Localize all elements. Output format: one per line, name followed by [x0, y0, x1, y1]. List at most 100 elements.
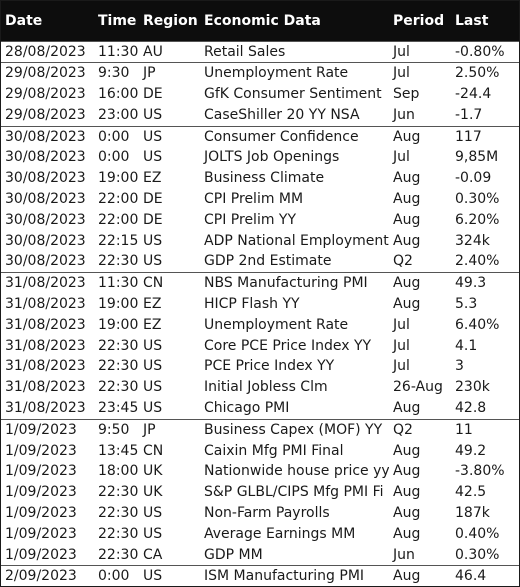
cell-date: 30/08/2023 — [5, 170, 86, 187]
cell-region: US — [143, 106, 163, 123]
header-last: Last — [455, 12, 489, 29]
cell-date: 30/08/2023 — [5, 232, 86, 249]
cell-period: Aug — [393, 400, 421, 417]
cell-period: Jul — [393, 149, 410, 166]
cell-economic-data: Caixin Mfg PMI Final — [204, 442, 344, 459]
cell-time: 19:00 — [98, 316, 139, 333]
cell-period: Aug — [393, 525, 421, 542]
cell-region: CN — [143, 442, 164, 459]
cell-date: 30/08/2023 — [5, 149, 86, 166]
cell-economic-data: NBS Manufacturing PMI — [200, 272, 389, 295]
cell-time: 22:30 — [98, 546, 139, 563]
cell-last: 0.30% — [455, 546, 500, 563]
cell-region: JP — [139, 418, 200, 441]
cell-last: 42.8 — [455, 400, 487, 417]
cell-time: 11:30 — [94, 40, 139, 63]
cell-period: Aug — [389, 565, 451, 587]
cell-last: 230k — [455, 379, 490, 396]
cell-time: 22:30 — [98, 253, 139, 270]
cell-time: 22:15 — [98, 232, 139, 249]
cell-region: US — [139, 565, 200, 587]
cell-economic-data: HICP Flash YY — [204, 296, 300, 313]
cell-economic-data: Non-Farm Payrolls — [204, 505, 330, 522]
cell-region: EZ — [143, 170, 162, 187]
table-row: 1/09/2023 22:30 US Average Earnings MM Aug 0.… — [1, 524, 519, 545]
cell-period: Aug — [393, 170, 421, 187]
cell-region: US — [143, 253, 163, 270]
cell-last: -0.09 — [455, 170, 492, 187]
cell-region: US — [143, 525, 163, 542]
table-row: 30/08/2023 22:30 US GDP 2nd Estimate Q2 2.40% — [1, 251, 519, 272]
cell-period: Aug — [393, 442, 421, 459]
cell-region: US — [143, 379, 163, 396]
cell-region: CN — [139, 272, 200, 295]
cell-economic-data: Consumer Confidence — [200, 125, 389, 148]
cell-date: 31/08/2023 — [5, 358, 86, 375]
cell-economic-data: Business Capex (MOF) YY — [200, 418, 389, 441]
cell-last: -0.80% — [451, 40, 519, 63]
cell-last: 6.40% — [455, 316, 500, 333]
table-row: 31/08/2023 22:30 US PCE Price Index YY Jul 3 — [1, 356, 519, 377]
cell-period: Aug — [393, 191, 421, 208]
cell-region: CA — [143, 546, 163, 563]
table-row: 31/08/2023 22:30 US Initial Jobless Clm 26-A… — [1, 377, 519, 398]
cell-last: 5.3 — [455, 296, 478, 313]
cell-last: 187k — [455, 505, 490, 522]
cell-region: UK — [143, 484, 163, 501]
cell-economic-data: GfK Consumer Sentiment — [204, 86, 382, 103]
cell-economic-data: CPI Prelim MM — [204, 191, 304, 208]
cell-period: Aug — [393, 296, 421, 313]
cell-period: 26-Aug — [393, 379, 443, 396]
header-economic-data: Economic Data — [204, 12, 321, 29]
cell-time: 19:00 — [98, 170, 139, 187]
cell-date: 30/08/2023 — [1, 125, 94, 148]
table-row: 31/08/2023 23:45 US Chicago PMI Aug 42.8 — [1, 398, 519, 419]
cell-last: -3.80% — [455, 463, 505, 480]
cell-date: 28/08/2023 — [1, 40, 94, 63]
cell-last: 6.20% — [455, 211, 500, 228]
cell-date: 1/09/2023 — [5, 442, 77, 459]
cell-period: Jul — [389, 40, 451, 63]
cell-region: DE — [143, 211, 163, 228]
cell-region: DE — [143, 191, 163, 208]
header-date: Date — [5, 12, 43, 29]
table-row: 30/08/2023 22:15 US ADP National Employment… — [1, 231, 519, 252]
cell-economic-data: ISM Manufacturing PMI — [200, 565, 389, 587]
cell-economic-data: GDP 2nd Estimate — [204, 253, 332, 270]
cell-last: 42.5 — [455, 484, 487, 501]
cell-time: 9:50 — [94, 418, 139, 441]
cell-date: 30/08/2023 — [5, 191, 86, 208]
table-row: 30/08/2023 0:00 US JOLTS Job Openings Jul 9,8… — [1, 147, 519, 168]
cell-date: 1/09/2023 — [1, 418, 94, 441]
cell-date: 30/08/2023 — [5, 211, 86, 228]
cell-time: 22:30 — [98, 484, 139, 501]
cell-time: 18:00 — [98, 463, 139, 480]
table-row: 2/09/2023 0:00 US ISM Manufacturing PMI Aug 4… — [1, 565, 519, 587]
cell-last: 324k — [455, 232, 490, 249]
table-row: 1/09/2023 13:45 CN Caixin Mfg PMI Final Aug 4… — [1, 441, 519, 462]
cell-region: EZ — [143, 296, 162, 313]
cell-date: 1/09/2023 — [5, 505, 77, 522]
header-time: Time — [98, 12, 137, 29]
cell-economic-data: Nationwide house price yy — [204, 463, 389, 480]
cell-date: 31/08/2023 — [5, 400, 86, 417]
table-row: 30/08/2023 22:00 DE CPI Prelim MM Aug 0.30% — [1, 189, 519, 210]
cell-period: Sep — [393, 86, 420, 103]
cell-economic-data: Unemployment Rate — [204, 316, 349, 333]
cell-last: 46.4 — [451, 565, 519, 587]
cell-last: 2.50% — [451, 62, 519, 85]
cell-time: 22:30 — [98, 525, 139, 542]
cell-economic-data: Unemployment Rate — [200, 62, 389, 85]
cell-economic-data: Retail Sales — [200, 40, 389, 63]
cell-last: 49.2 — [455, 442, 487, 459]
cell-date: 29/08/2023 — [5, 106, 86, 123]
cell-period: Aug — [393, 463, 421, 480]
cell-time: 22:30 — [98, 337, 139, 354]
table-row: 31/08/2023 11:30 CN NBS Manufacturing PMI Au… — [1, 272, 519, 295]
cell-period: Jul — [393, 358, 410, 375]
cell-last: 9,85M — [455, 149, 499, 166]
cell-time: 13:45 — [98, 442, 139, 459]
cell-date: 2/09/2023 — [1, 565, 94, 587]
cell-last: 0.30% — [455, 191, 500, 208]
cell-economic-data: Core PCE Price Index YY — [204, 337, 372, 354]
